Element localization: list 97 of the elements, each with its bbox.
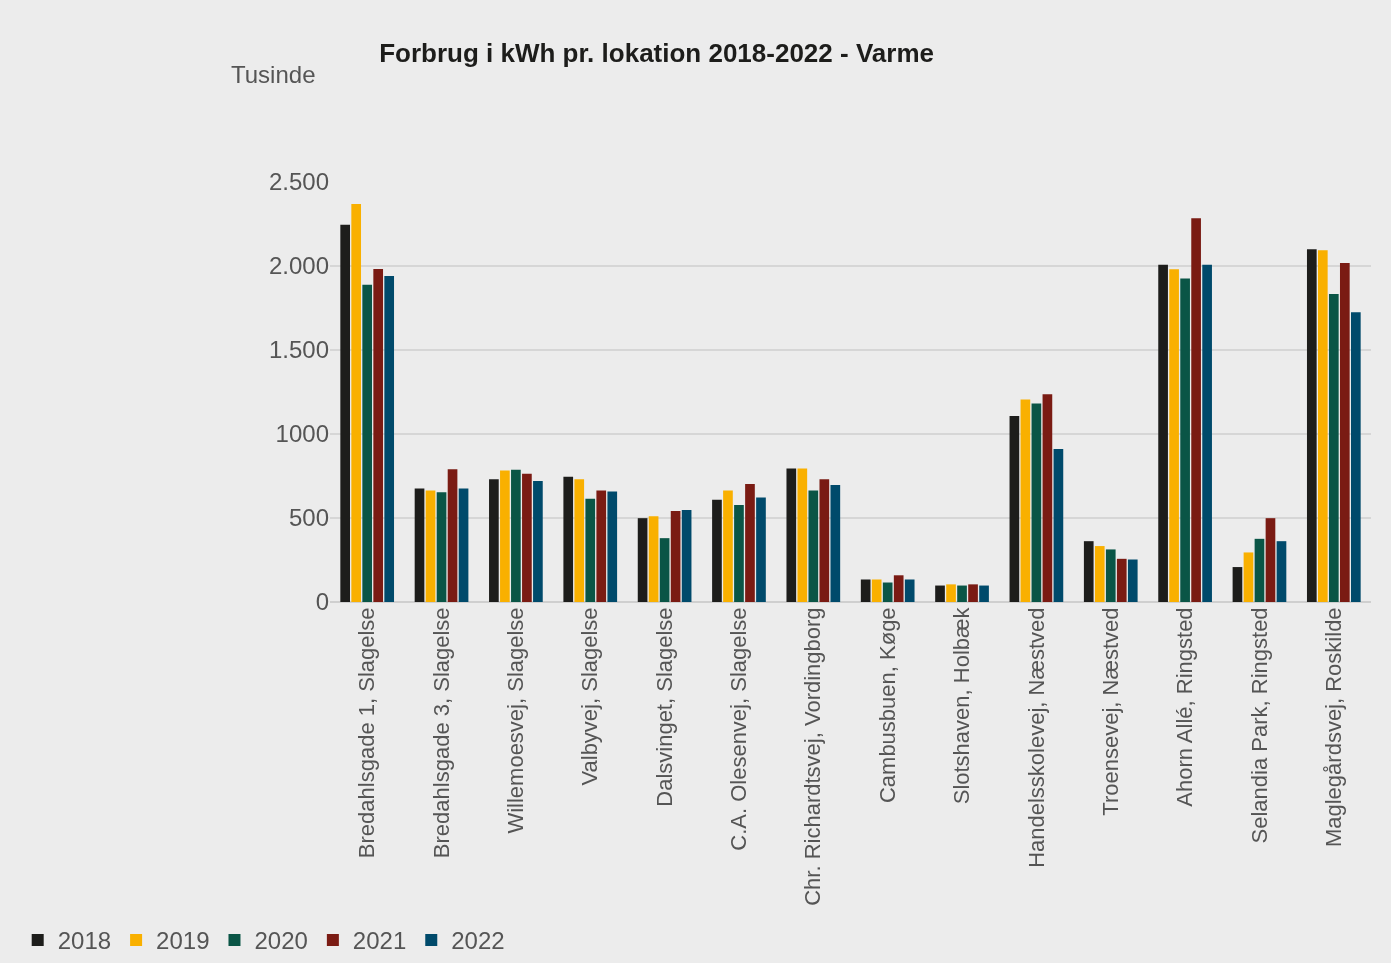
bar xyxy=(1243,552,1254,602)
bar xyxy=(1254,538,1265,602)
bar xyxy=(830,485,841,602)
x-tick-label: Dalsvinget, Slagelse xyxy=(651,607,677,807)
bar xyxy=(489,479,499,602)
bar xyxy=(1020,399,1031,602)
x-tick-label: Troensevej, Næstved xyxy=(1097,607,1123,816)
bar xyxy=(808,490,819,602)
bar xyxy=(362,284,373,602)
bar xyxy=(712,499,722,602)
bar xyxy=(935,585,945,602)
bar xyxy=(968,584,978,602)
bar xyxy=(384,276,395,602)
bar xyxy=(414,488,425,602)
bar xyxy=(1317,250,1328,602)
bar xyxy=(373,269,384,602)
legend-label: 2020 xyxy=(254,927,308,955)
bar xyxy=(797,468,808,602)
x-tick-label: Maglegårdsvej, Roskilde xyxy=(1320,607,1346,848)
bar xyxy=(860,579,871,602)
x-tick-label: Valbyvej, Slagelse xyxy=(577,607,603,786)
bar xyxy=(1083,541,1094,602)
bar xyxy=(637,518,648,602)
x-tick-label: Ahorn Allé, Ringsted xyxy=(1172,607,1198,807)
bar xyxy=(882,582,893,602)
x-tick-label: Bredahlsgade 3, Slagelse xyxy=(428,607,454,859)
bar xyxy=(681,509,692,602)
bar xyxy=(1116,558,1127,602)
y-tick-label: 2.500 xyxy=(268,168,329,196)
bar xyxy=(1169,269,1179,602)
bar xyxy=(522,473,532,602)
bar xyxy=(734,505,744,602)
bar xyxy=(723,490,733,602)
bar xyxy=(1350,312,1361,602)
bar xyxy=(1158,264,1168,602)
x-tick-label: Slotshaven, Holbæk xyxy=(949,606,975,805)
bar xyxy=(1191,218,1201,602)
y-axis-title: Tusinde xyxy=(231,61,316,88)
bar xyxy=(533,481,543,602)
bar xyxy=(659,538,670,602)
x-tick-label: Handelsskolevej, Næstved xyxy=(1023,607,1049,868)
bar xyxy=(745,484,755,602)
bar xyxy=(1339,262,1350,602)
legend-label: 2021 xyxy=(352,927,407,955)
bar xyxy=(1094,546,1105,602)
bar xyxy=(648,516,659,602)
y-tick-label: 1.500 xyxy=(268,336,329,364)
y-tick-label: 1000 xyxy=(275,420,329,448)
x-tick-label: Cambusbuen, Køge xyxy=(874,607,900,804)
bar xyxy=(756,497,766,602)
bar xyxy=(1276,541,1287,602)
x-tick-label: Bredahlsgade 1, Slagelse xyxy=(354,607,380,859)
bar xyxy=(979,585,989,602)
bar xyxy=(500,470,510,602)
x-tick-label: Willemoesvej, Slagelse xyxy=(503,607,529,834)
bar xyxy=(893,575,904,602)
bar xyxy=(1127,559,1138,602)
bar xyxy=(436,492,447,602)
bar xyxy=(786,468,797,602)
bar xyxy=(458,488,469,602)
x-tick-label: Selandia Park, Ringsted xyxy=(1246,607,1272,844)
bar xyxy=(596,490,607,602)
chart-title: Forbrug i kWh pr. lokation 2018-2022 - Varme xyxy=(379,37,934,68)
bar xyxy=(1042,394,1053,602)
bar xyxy=(1265,518,1276,602)
bar xyxy=(447,469,458,602)
bar xyxy=(1105,549,1116,602)
bar xyxy=(574,479,585,602)
bar xyxy=(511,469,521,602)
bar xyxy=(425,490,436,602)
bar xyxy=(585,498,596,602)
bar xyxy=(1328,293,1339,602)
bar xyxy=(670,511,681,602)
bar xyxy=(1180,278,1190,602)
y-tick-label: 0 xyxy=(315,588,329,616)
legend-label: 2019 xyxy=(156,927,210,955)
bar xyxy=(1053,449,1064,602)
y-tick-label: 2.000 xyxy=(268,252,329,280)
legend-label: 2022 xyxy=(451,927,505,955)
bar xyxy=(871,579,882,602)
bar xyxy=(1009,416,1020,602)
y-tick-label: 500 xyxy=(288,504,329,532)
bar xyxy=(946,584,956,602)
legend-label: 2018 xyxy=(57,927,112,955)
bar xyxy=(607,491,618,602)
bar xyxy=(1031,403,1042,602)
bar xyxy=(563,476,574,602)
bar xyxy=(1202,264,1212,602)
bar xyxy=(340,224,351,602)
bar xyxy=(1232,567,1243,602)
x-tick-label: Chr. Richardtsvej, Vordingborg xyxy=(800,607,826,906)
bar xyxy=(957,585,967,602)
bar xyxy=(351,204,362,602)
bar xyxy=(904,579,915,602)
x-tick-label: C.A. Olesenvej, Slagelse xyxy=(726,607,752,851)
bar xyxy=(819,479,830,602)
bar xyxy=(1306,249,1317,602)
